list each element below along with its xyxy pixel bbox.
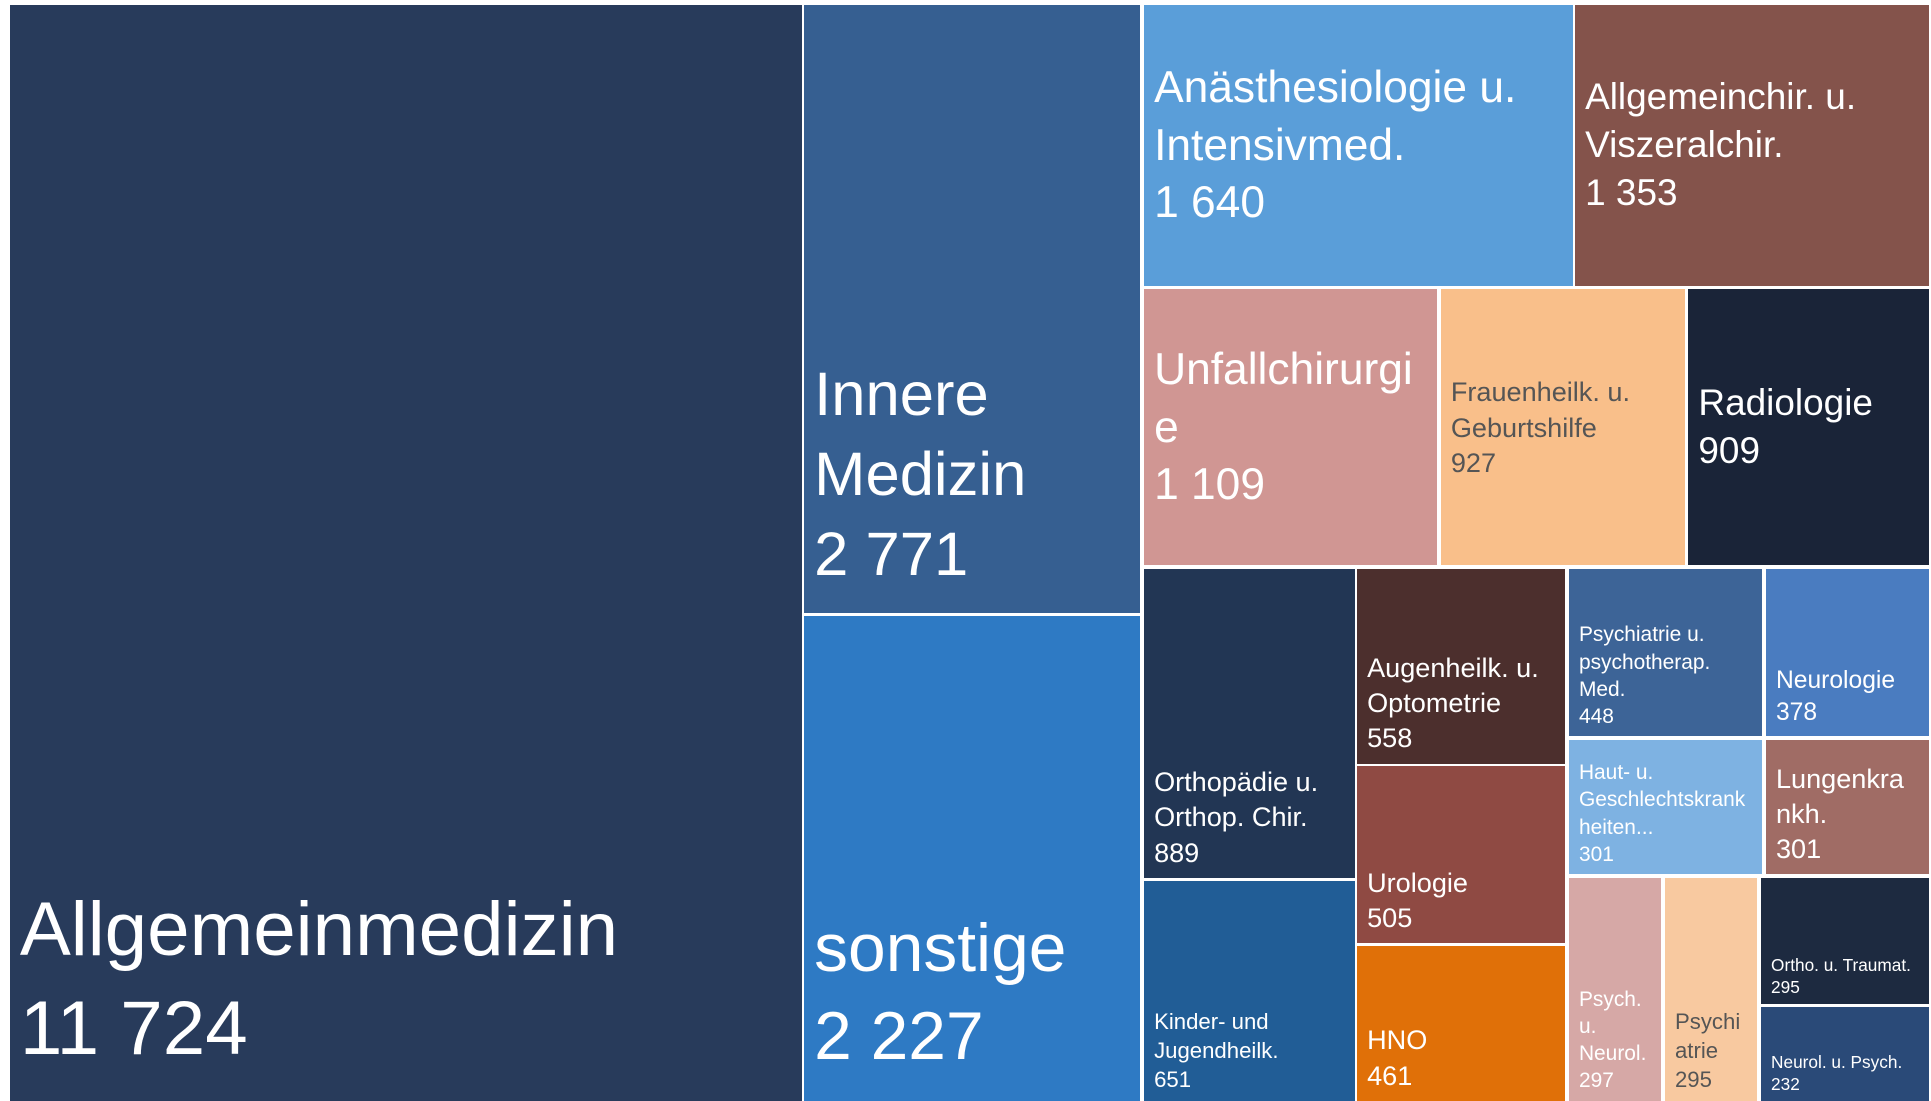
tile-label: Radiologie: [1698, 382, 1873, 424]
tile: Orthopädie u. Orthop. Chir. 889: [1144, 568, 1355, 879]
tile: Lungenkrankh. 301: [1765, 740, 1929, 875]
tile-label: Neurologie: [1775, 667, 1896, 695]
tile-value: 1 353: [1585, 172, 1678, 214]
tile-value: 461: [1367, 1059, 1413, 1091]
tile-value: 505: [1367, 901, 1413, 933]
tile-label: Augenheilk. u. Optometrie: [1367, 651, 1539, 718]
tile-label: Kinder- und Jugendheilk.: [1154, 1008, 1279, 1063]
tile: sonstige 2 227: [804, 615, 1141, 1101]
tile-label: Allgemeinchir. u. Viszeralchir.: [1585, 76, 1857, 166]
tile-value: 11 724: [19, 985, 248, 1071]
tile: Psych. u. Neurol. 297: [1568, 878, 1662, 1101]
tile: Ortho. u. Traumat. 295: [1761, 878, 1929, 1004]
tile-label: Unfallchirurgie: [1154, 344, 1413, 452]
tile-label: Psych. u. Neurol.: [1578, 987, 1647, 1066]
tile-value: 909: [1698, 430, 1761, 472]
tile-label: Anästhesiologie u. Intensivmed.: [1154, 62, 1517, 170]
tile: Urologie 505: [1357, 765, 1566, 944]
tile-value: 2 227: [814, 998, 984, 1074]
tile-label: HNO: [1367, 1024, 1428, 1056]
tile-label: Frauenheilk. u. Geburtshilfe: [1450, 376, 1630, 443]
tile: HNO 461: [1357, 945, 1566, 1101]
tile: Psychiatrie 295: [1664, 878, 1758, 1101]
tile-value: 558: [1367, 722, 1413, 754]
tile-value: 889: [1154, 836, 1200, 868]
tile-value: 448: [1578, 704, 1614, 728]
tile-value: 297: [1578, 1069, 1614, 1093]
tile: Psychiatrie u. psychotherap. Med. 448: [1568, 568, 1763, 737]
tile: Haut- u. Geschlechtskrankheiten... 301: [1568, 740, 1763, 875]
tile-value: 927: [1450, 446, 1497, 478]
tile-value: 301: [1775, 833, 1822, 864]
tile-label: Ortho. u. Traumat.: [1771, 954, 1911, 975]
tile: Allgemeinmedizin 11 724: [9, 4, 802, 1101]
tile-value: 301: [1578, 842, 1614, 866]
tile-label: Neurol. u. Psych.: [1771, 1052, 1903, 1072]
tile-value: 378: [1775, 699, 1818, 727]
tile-label: Psychiatrie: [1674, 1008, 1741, 1063]
tile-value: 295: [1771, 977, 1800, 998]
tile: Innere Medizin 2 771: [804, 4, 1141, 614]
tile-label: Lungenkrankh.: [1775, 762, 1904, 829]
tile-label: Haut- u. Geschlechtskrankheiten...: [1578, 761, 1746, 839]
tile-label: Allgemeinmedizin: [19, 886, 619, 972]
tile-label: Psychiatrie u. psychotherap. Med.: [1578, 623, 1711, 701]
tile: Unfallchirurgie 1 109: [1144, 289, 1438, 566]
tile-value: 651: [1154, 1066, 1192, 1092]
tile-label: sonstige: [814, 910, 1067, 986]
tile: Augenheilk. u. Optometrie 558: [1357, 568, 1566, 764]
tile-value: 1 640: [1154, 178, 1265, 228]
tile-value: 2 771: [814, 519, 969, 589]
tile-value: 1 109: [1154, 460, 1265, 510]
tile: Kinder- und Jugendheilk. 651: [1144, 880, 1355, 1101]
tile: Anästhesiologie u. Intensivmed. 1 640: [1144, 4, 1573, 286]
tile-label: Orthopädie u. Orthop. Chir.: [1154, 766, 1319, 833]
tile: Allgemeinchir. u. Viszeralchir. 1 353: [1575, 4, 1929, 286]
tile-value: 232: [1771, 1074, 1800, 1095]
tile: Frauenheilk. u. Geburtshilfe 927: [1440, 289, 1685, 566]
tile: Radiologie 909: [1688, 289, 1929, 566]
tile-label: Innere Medizin: [814, 359, 1027, 509]
tile-value: 295: [1674, 1066, 1712, 1092]
tile: Neurol. u. Psych. 232: [1761, 1007, 1929, 1101]
tile: Neurologie 378: [1765, 568, 1929, 737]
tile-label: Urologie: [1367, 866, 1468, 898]
